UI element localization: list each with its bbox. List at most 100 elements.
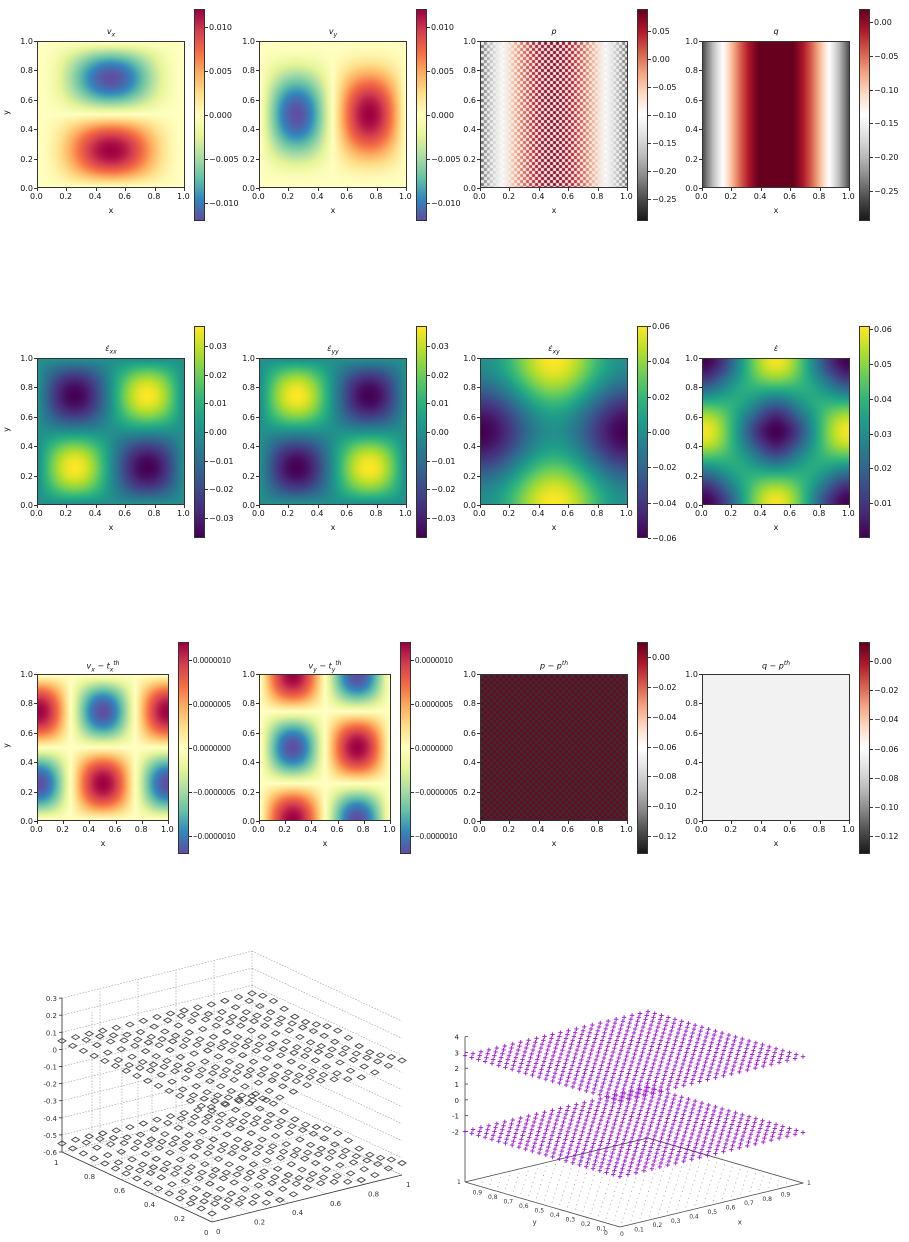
plus-marker-upper: [528, 1055, 533, 1060]
colorbar-tick-label: −0.25: [874, 186, 899, 196]
plus-marker-upper: [536, 1074, 542, 1080]
plus-marker-upper: [623, 1032, 629, 1037]
y-axis-label: y: [1, 427, 11, 432]
diamond-marker-upper: [81, 1036, 92, 1043]
plus-marker-upper: [576, 1065, 582, 1070]
plus-marker-upper: [508, 1049, 513, 1055]
plus-marker-lower: [641, 1147, 646, 1152]
x-tick-mark: [37, 821, 38, 824]
plus-marker-upper: [726, 1032, 732, 1038]
plus-marker-upper: [650, 1019, 655, 1024]
diamond-marker-upper: [305, 1074, 315, 1081]
plus-marker-upper: [672, 1063, 678, 1069]
x-tick-label: 0.2: [502, 825, 516, 834]
diamond-marker-upper: [280, 1075, 291, 1082]
colorbar-tick-label: −0.10: [874, 803, 899, 813]
plus-marker-lower: [625, 1104, 630, 1109]
plus-marker-upper: [718, 1059, 723, 1065]
plus-marker-lower: [701, 1143, 706, 1148]
y-tick-label: 1.0: [242, 37, 255, 46]
diamond-marker-upper: [340, 1045, 351, 1052]
plus-marker-upper: [572, 1055, 577, 1061]
diamond-marker-upper: [89, 1052, 99, 1059]
diamond-marker-upper: [183, 1067, 194, 1074]
x-tick-label: 1.0: [383, 825, 396, 834]
diamond-marker-upper: [210, 1064, 221, 1071]
colorbar-tick-label: −0.0000005: [193, 788, 236, 798]
plus-marker-upper: [617, 1077, 622, 1082]
diamond-marker-upper: [78, 1047, 89, 1054]
plus-marker-lower: [524, 1121, 529, 1127]
plus-marker-lower: [621, 1116, 626, 1121]
diamond-marker-lower: [224, 1161, 234, 1168]
plus-marker-upper: [541, 1038, 546, 1043]
plus-marker-lower: [565, 1154, 570, 1160]
plus-marker-upper: [626, 1046, 632, 1051]
x-axis-label: x: [330, 523, 336, 532]
plus-marker-lower: [556, 1135, 561, 1140]
diamond-marker-upper: [227, 1013, 238, 1020]
plus-marker-lower: [648, 1098, 654, 1104]
diamond-marker-lower: [157, 1138, 167, 1145]
plus-marker-upper: [485, 1051, 490, 1056]
plus-marker-upper: [582, 1024, 587, 1030]
diamond-marker-lower: [200, 1119, 211, 1126]
plus-marker-lower: [512, 1135, 517, 1140]
plus-marker-upper: [565, 1078, 570, 1084]
plus-marker-upper: [792, 1056, 798, 1061]
plus-marker-lower: [718, 1110, 724, 1116]
plus-marker-lower: [674, 1135, 679, 1141]
heatmap-axes: [480, 41, 628, 188]
plus-marker-upper: [615, 1034, 621, 1039]
colorbar-tick-label: −0.04: [874, 715, 899, 725]
colorbar-gradient: [401, 643, 410, 853]
plus-marker-lower: [581, 1125, 586, 1131]
y-tick-label: 0.8: [685, 66, 698, 76]
diamond-marker-upper: [372, 1058, 383, 1065]
plus-marker-upper: [764, 1052, 770, 1057]
x-tick-mark: [627, 821, 628, 824]
panel-title: ε̇xx: [37, 344, 185, 356]
plus-marker-lower: [659, 1089, 664, 1094]
plus-marker-upper: [706, 1073, 711, 1078]
colorbar-tick-mark: [648, 170, 651, 172]
diamond-marker-upper: [249, 1018, 259, 1025]
diamond-marker-upper: [191, 1083, 202, 1090]
plus-marker-upper: [751, 1048, 756, 1053]
diamond-marker-lower: [243, 1140, 254, 1147]
y-tick-label: 0.8: [463, 383, 476, 393]
diamond-marker-upper: [259, 1065, 269, 1072]
diamond-marker-lower: [289, 1152, 299, 1159]
plus-marker-upper: [652, 1057, 658, 1063]
plus-marker-upper: [708, 1044, 713, 1049]
plus-marker-upper: [729, 1071, 734, 1077]
diamond-marker-upper: [256, 1071, 267, 1078]
plus-marker-lower: [699, 1126, 704, 1131]
plus-marker-upper: [691, 1073, 697, 1078]
diamond-marker-upper: [315, 1077, 326, 1084]
plus-marker-lower: [620, 1094, 626, 1100]
diamond-marker-lower: [205, 1180, 215, 1187]
plus-marker-lower: [800, 1130, 806, 1135]
plus-marker-lower: [671, 1096, 676, 1102]
diamond-marker-lower: [176, 1115, 187, 1122]
grid-line: [251, 1104, 403, 1176]
diamond-marker-upper: [102, 1049, 113, 1056]
grid-line: [61, 1087, 253, 1136]
x-tick-label: 0.4: [82, 825, 96, 834]
plus-marker-upper: [606, 1018, 611, 1024]
plus-marker-upper: [638, 1079, 643, 1084]
plus-marker-lower: [579, 1154, 585, 1160]
plus-marker-lower: [668, 1129, 673, 1135]
plus-marker-lower: [502, 1119, 507, 1125]
plus-marker-upper: [493, 1049, 498, 1055]
y-tick-label: 0,7: [504, 1199, 514, 1206]
y-tick-label: 0.4: [463, 758, 476, 768]
diamond-marker-upper: [132, 1036, 143, 1043]
heatmap-axes: [259, 41, 407, 188]
plus-marker-lower: [723, 1141, 729, 1147]
colorbar-tick-mark: [870, 190, 873, 192]
diamond-marker-upper: [386, 1053, 397, 1061]
diamond-marker-upper: [167, 1078, 177, 1085]
diamond-marker-lower: [332, 1172, 342, 1179]
